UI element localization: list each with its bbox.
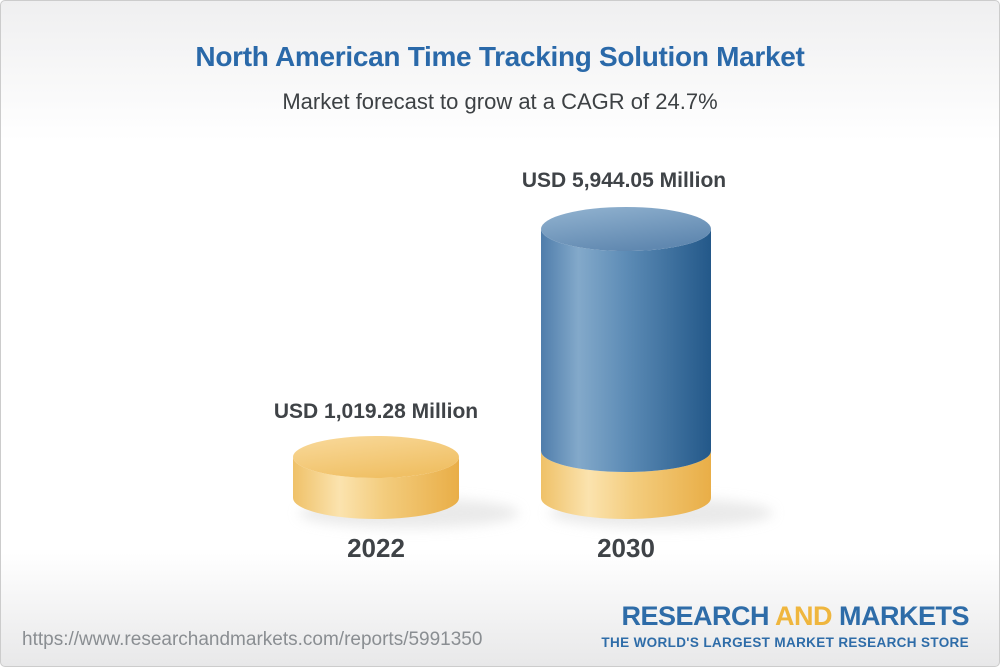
chart-subtitle: Market forecast to grow at a CAGR of 24.…	[282, 89, 718, 114]
value-label-2022: USD 1,019.28 Million	[274, 400, 478, 423]
x-label-2022: 2022	[347, 533, 405, 563]
logo-tagline: THE WORLD'S LARGEST MARKET RESEARCH STOR…	[601, 635, 969, 650]
chart-header: North American Time Tracking Solution Ma…	[1, 41, 999, 115]
x-label-2030: 2030	[597, 533, 655, 563]
cylinder-2022	[293, 436, 459, 519]
logo-word-markets: MARKETS	[839, 601, 970, 631]
research-and-markets-logo: RESEARCH AND MARKETS THE WORLD'S LARGEST…	[601, 601, 969, 650]
logo-word-and: AND	[774, 601, 833, 631]
logo-wordmark: RESEARCH AND MARKETS	[601, 601, 969, 632]
chart-title: North American Time Tracking Solution Ma…	[195, 41, 805, 72]
logo-word-research: RESEARCH	[621, 601, 769, 631]
cylinder-2030	[541, 207, 711, 519]
report-url: https://www.researchandmarkets.com/repor…	[22, 629, 483, 650]
value-label-2030: USD 5,944.05 Million	[522, 169, 726, 192]
